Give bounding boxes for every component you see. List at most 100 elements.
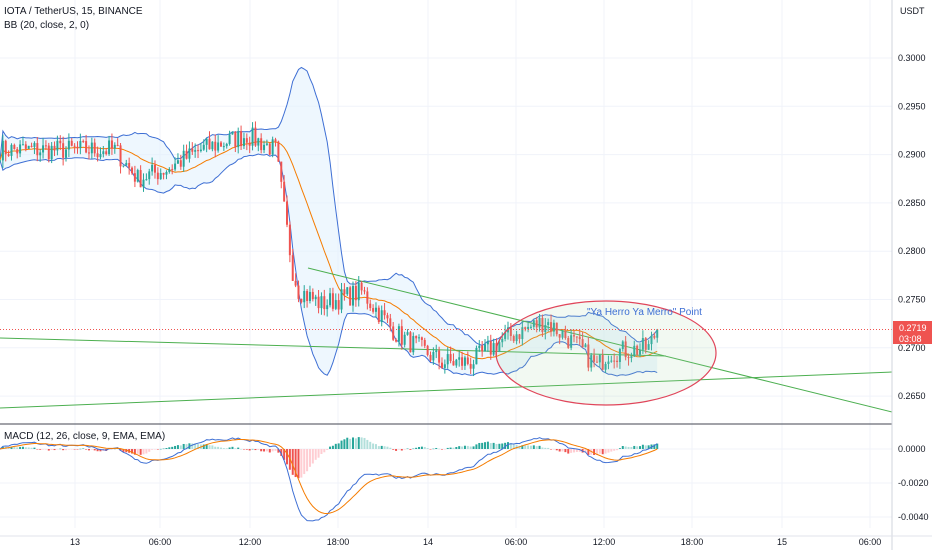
candle-body [641, 337, 644, 350]
macd-histogram-bar [286, 449, 288, 465]
macd-histogram-bar [185, 444, 188, 449]
macd-histogram-bar [62, 449, 65, 451]
macd-histogram-bar [300, 449, 303, 478]
macd-histogram-bar [7, 447, 10, 449]
macd-histogram-bar [455, 447, 458, 449]
candle-body [435, 350, 438, 353]
macd-histogram-bar [234, 448, 237, 449]
candle-body [231, 131, 234, 135]
candle-body [67, 140, 70, 150]
macd-histogram-bar [515, 444, 518, 449]
macd-histogram-bar [274, 449, 277, 451]
macd-pane [0, 423, 892, 522]
macd-histogram-bar [311, 449, 314, 464]
candle-body [294, 280, 297, 286]
macd-histogram-bar [317, 449, 320, 458]
time-tick-label: 12:00 [593, 537, 616, 547]
candlesticks[interactable] [0, 121, 659, 377]
macd-histogram-bar [598, 449, 601, 454]
candle-body [587, 344, 590, 368]
macd-histogram-bar [512, 444, 515, 449]
candle-body [478, 345, 481, 348]
macd-histogram-bar [30, 447, 33, 449]
macd-histogram-bar [314, 449, 317, 460]
candle-body [366, 291, 369, 304]
candle-body [489, 341, 492, 355]
candle-body [76, 146, 79, 149]
candle-body [33, 143, 36, 147]
candle-body [19, 144, 22, 154]
candle-body [105, 151, 108, 155]
candle-body [383, 310, 386, 316]
candle-body [498, 342, 501, 352]
macd-histogram-bar [653, 444, 656, 449]
candle-body [311, 291, 314, 300]
macd-histogram-bar [237, 447, 240, 449]
time-tick-label: 13 [70, 537, 80, 547]
price-tick-label: 0.2850 [898, 198, 926, 208]
macd-histogram-bar [156, 449, 159, 450]
candle-body [564, 330, 567, 339]
macd-histogram-bar [630, 447, 633, 449]
macd-histogram-bar [59, 448, 62, 450]
candle-body [39, 152, 42, 156]
macd-histogram-bar [575, 449, 578, 453]
macd-histogram-bar [504, 442, 507, 449]
candle-body [165, 171, 168, 175]
candle-body [395, 339, 398, 342]
time-tick-label: 18:00 [327, 537, 350, 547]
macd-histogram-bar [521, 445, 524, 449]
candle-body [265, 143, 268, 145]
bb-lower [0, 153, 658, 377]
macd-histogram-bar [403, 449, 406, 450]
candle-body [541, 317, 544, 333]
candle-body [96, 153, 99, 158]
macd-histogram-bar [610, 449, 613, 452]
currency-label: USDT [900, 6, 925, 16]
candle-body [174, 163, 177, 170]
macd-histogram-bar [217, 446, 220, 449]
macd-histogram-bar [509, 442, 512, 449]
macd-histogram-bar [334, 443, 337, 449]
macd-histogram-bar [397, 449, 400, 450]
candle-body [42, 145, 45, 153]
highlight-ellipse [495, 300, 717, 406]
candle-body [621, 341, 624, 350]
candle-body [4, 140, 7, 155]
macd-histogram-bar [90, 449, 93, 450]
macd-histogram-bar [633, 445, 636, 449]
macd-histogram-bar [656, 443, 659, 449]
trendline [0, 371, 893, 409]
macd-histogram-bar [498, 443, 501, 449]
macd-histogram-bar [162, 448, 165, 450]
candle-body [145, 179, 148, 181]
macd-histogram-bar [524, 445, 527, 449]
candle-body [113, 144, 116, 149]
price-tick-label: 0.2700 [898, 343, 926, 353]
price-tag-countdown: 03:08 [899, 334, 922, 344]
price-tag [893, 321, 932, 344]
macd-histogram-bar [176, 445, 179, 449]
candle-body [131, 167, 134, 174]
candle-body [90, 142, 93, 154]
candle-body [44, 145, 47, 147]
candle-body [30, 145, 33, 147]
candle-body [357, 282, 360, 301]
macd-histogram-bar [420, 446, 423, 449]
macd-histogram-bar [440, 449, 443, 450]
candle-body [372, 308, 375, 312]
bb-legend: BB (20, close, 2, 0) [4, 20, 89, 31]
candle-body [79, 141, 82, 149]
bb-upper [0, 66, 658, 347]
macd-histogram-bar [76, 449, 79, 450]
candle-body [263, 144, 266, 151]
macd-histogram-bar [518, 445, 521, 449]
time-tick-label: 12:00 [239, 537, 262, 547]
macd-histogram-bar [323, 449, 326, 453]
candle-body [604, 363, 607, 370]
candle-body [461, 357, 464, 366]
candle-body [47, 145, 50, 160]
